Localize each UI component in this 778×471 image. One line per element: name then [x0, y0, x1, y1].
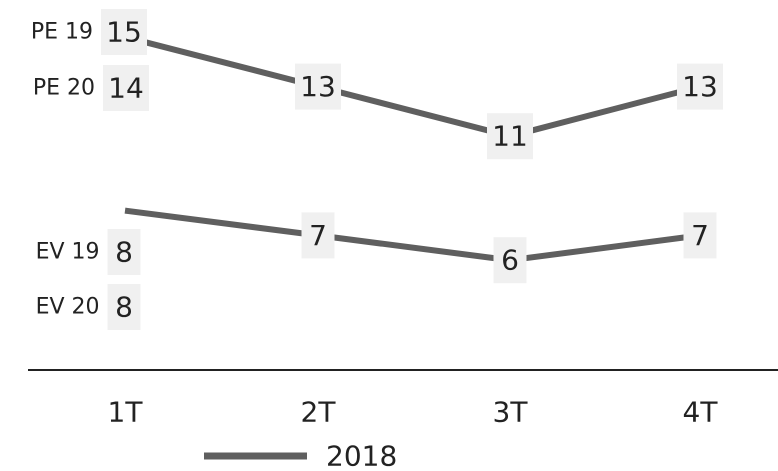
x-tick-label-0: 1T	[108, 396, 144, 429]
data-label-s0-3: 13	[682, 70, 718, 103]
x-tick-label-1: 2T	[301, 396, 337, 429]
legend-label: 2018	[326, 440, 397, 468]
data-label-s1-3-box	[683, 212, 717, 259]
data-label-s1-1: 7	[309, 219, 327, 252]
start-value-s0-0: 15	[106, 16, 142, 49]
start-value-s1-1-box	[107, 284, 141, 330]
data-label-s0-1: 13	[300, 70, 336, 103]
data-label-s1-3: 7	[691, 219, 709, 252]
data-label-s0-1-box	[295, 63, 341, 110]
start-value-s0-1: 14	[108, 72, 144, 105]
start-label-s0-1: PE 20	[33, 76, 95, 101]
x-tick-label-2: 3T	[493, 396, 529, 429]
data-label-s0-2: 11	[492, 120, 528, 153]
start-label-s0-0: PE 19	[31, 20, 93, 45]
data-label-s1-1-box	[301, 212, 335, 259]
start-label-s1-1: EV 20	[36, 295, 100, 320]
start-label-s1-0: EV 19	[36, 240, 100, 265]
data-label-s0-2-box	[487, 113, 533, 160]
series-line-0	[124, 34, 701, 140]
series-line-1	[124, 207, 701, 264]
start-value-s0-0-box	[101, 9, 147, 55]
start-value-s1-1: 8	[115, 291, 133, 324]
data-label-s1-2: 6	[501, 244, 519, 277]
data-label-s0-3-box	[677, 63, 723, 110]
start-value-s1-0-box	[107, 229, 141, 275]
start-value-s1-0: 8	[115, 236, 133, 269]
x-tick-label-3: 4T	[683, 396, 719, 429]
start-value-s0-1-box	[103, 65, 149, 111]
data-label-s1-2-box	[493, 237, 527, 284]
